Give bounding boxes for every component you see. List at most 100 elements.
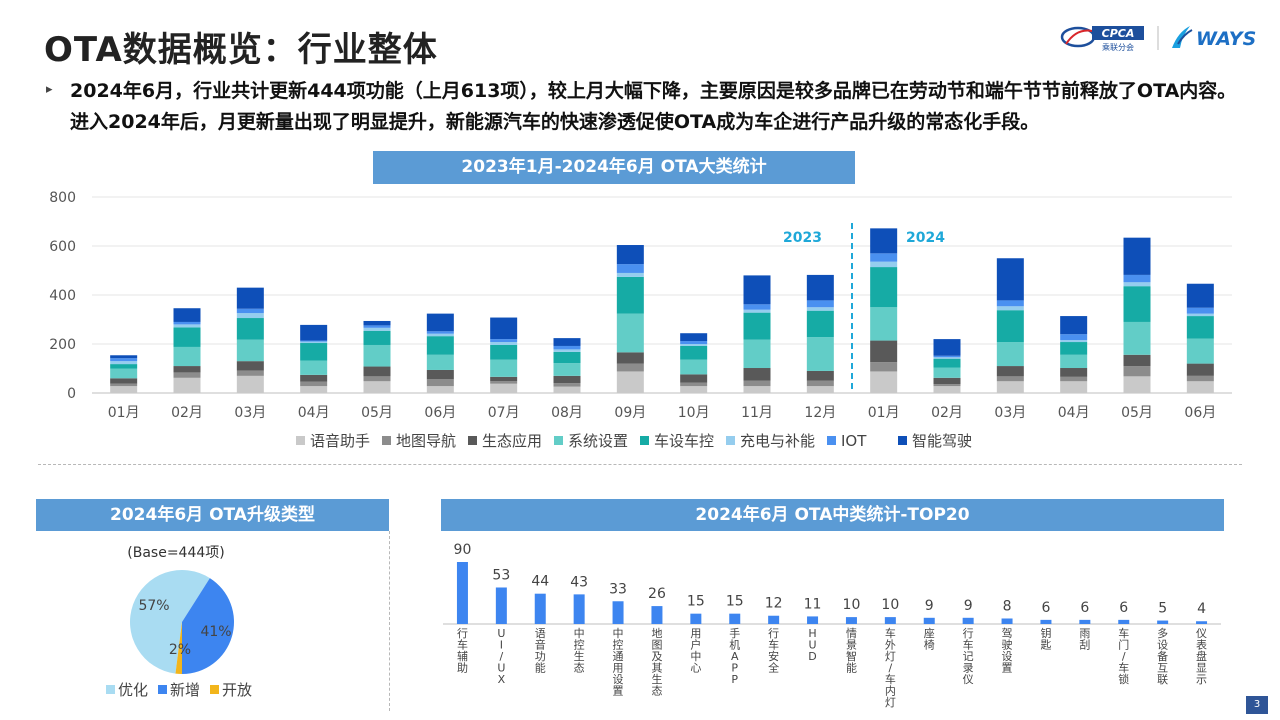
- stack-segment: [236, 370, 264, 376]
- stack-segment: [236, 313, 264, 319]
- top20-value-label: 10: [881, 597, 899, 613]
- legend-label: 充电与补能: [740, 432, 815, 450]
- pie-slice: [130, 570, 210, 674]
- legend-swatch: [554, 436, 563, 445]
- top20-bar-chart: 90 行车辅助 53 U I / U X 44 语音功能 43 中控生态 33 中控通用设置 26 地图及其生…: [443, 542, 1221, 709]
- legend-label: 智能驾驶: [912, 432, 972, 450]
- stack-segment: [490, 344, 518, 360]
- stack-segment: [616, 272, 644, 277]
- stack-segment: [426, 331, 454, 334]
- stack-segment: [236, 308, 264, 314]
- ways-logo: WAYS: [1172, 26, 1256, 50]
- pie-legend-swatch: [158, 685, 167, 694]
- stack-segment: [933, 355, 961, 358]
- stack-segment: [1123, 237, 1151, 275]
- top20-bar: [612, 601, 624, 624]
- top20-category-label: U I / U X: [497, 627, 505, 686]
- top20-category-label: 地图及其生态: [651, 627, 662, 698]
- legend-swatch: [640, 436, 649, 445]
- stack-segment: [426, 333, 454, 337]
- y-tick-label: 600: [49, 239, 76, 255]
- stack-segment: [680, 345, 708, 360]
- stack-segment: [553, 351, 581, 364]
- stack-segment: [110, 386, 138, 393]
- stack-segment: [173, 346, 201, 367]
- stack-segment: [236, 339, 264, 362]
- stack-segment: [743, 304, 771, 310]
- page-number: 3: [1246, 696, 1268, 714]
- stack-segment: [806, 370, 834, 381]
- legend-swatch: [726, 436, 735, 445]
- stack-segment: [616, 363, 644, 372]
- stack-segment: [300, 340, 328, 342]
- top20-bar: [1157, 620, 1169, 624]
- stack-segment: [743, 339, 771, 369]
- stack-segment: [1060, 316, 1088, 335]
- stack-segment: [110, 368, 138, 379]
- stack-segment: [173, 377, 201, 393]
- pie-slice-label: 41%: [200, 624, 231, 640]
- top20-category-label: 用户中心: [690, 627, 701, 675]
- cpca-logo-text: CPCA: [1102, 27, 1135, 40]
- top20-category-label: 中控生态: [574, 627, 585, 675]
- stack-segment: [553, 383, 581, 387]
- stack-segment: [870, 371, 898, 393]
- stack-segment: [996, 300, 1024, 307]
- top20-bar: [729, 613, 741, 624]
- stack-segment: [173, 327, 201, 347]
- top20-bar: [1040, 619, 1052, 624]
- top20-bar: [884, 617, 896, 624]
- stack-segment: [806, 274, 834, 301]
- stack-segment: [300, 343, 328, 361]
- stack-segment: [553, 386, 581, 393]
- stack-segment: [616, 276, 644, 314]
- stack-segment: [300, 360, 328, 375]
- stack-segment: [110, 361, 138, 365]
- stack-segment: [933, 377, 961, 385]
- top20-bar: [845, 617, 857, 624]
- top20-category-label: 座椅: [924, 626, 935, 652]
- stack-segment: [743, 380, 771, 387]
- stack-segment: [490, 383, 518, 393]
- cpca-logo-sub: 乘联分会: [1102, 42, 1134, 52]
- stack-segment: [933, 358, 961, 368]
- stack-segment: [110, 364, 138, 369]
- pie-legend-swatch: [210, 685, 219, 694]
- stack-segment: [1123, 274, 1151, 283]
- top20-value-label: 4: [1197, 601, 1206, 617]
- top20-value-label: 53: [492, 567, 510, 583]
- stack-segment: [363, 320, 391, 326]
- stack-segment: [743, 309, 771, 313]
- stack-segment: [680, 374, 708, 383]
- stack-segment: [680, 344, 708, 346]
- year-label-2023: 2023: [783, 230, 822, 246]
- stack-segment: [616, 352, 644, 364]
- x-tick-label: 04月: [1058, 405, 1090, 421]
- top20-bar: [1001, 618, 1013, 624]
- stack-segment: [363, 381, 391, 393]
- top20-category-label: 雨刮: [1079, 627, 1090, 652]
- x-tick-label: 10月: [678, 405, 710, 421]
- stack-segment: [616, 264, 644, 273]
- stack-segment: [110, 378, 138, 384]
- stack-segment: [996, 381, 1024, 393]
- top20-value-label: 6: [1119, 600, 1128, 616]
- stack-segment: [490, 359, 518, 377]
- top20-category-label: 多设备互联: [1157, 626, 1168, 686]
- stack-segment: [680, 341, 708, 344]
- monthly-category-chart: 0 200 400 600 800 01月 02月 03月 04月 05月 06月 07月 08月 09月…: [49, 190, 1232, 450]
- stack-segment: [806, 307, 834, 311]
- stack-segment: [1060, 334, 1088, 341]
- top20-value-label: 10: [843, 597, 861, 613]
- stack-segment: [933, 384, 961, 387]
- stack-segment: [806, 310, 834, 338]
- x-tick-label: 01月: [868, 405, 900, 421]
- x-tick-label: 05月: [361, 405, 393, 421]
- stack-segment: [300, 381, 328, 387]
- x-tick-label: 02月: [931, 405, 963, 421]
- stack-segment: [426, 369, 454, 380]
- top20-value-label: 6: [1080, 600, 1089, 616]
- stack-segment: [743, 312, 771, 340]
- stack-segment: [870, 261, 898, 268]
